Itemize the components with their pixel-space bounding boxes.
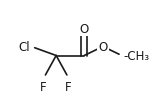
Text: O: O xyxy=(98,41,108,54)
Text: F: F xyxy=(40,81,47,94)
Text: O: O xyxy=(80,23,89,36)
Text: F: F xyxy=(65,81,72,94)
Text: Cl: Cl xyxy=(18,41,30,54)
Text: -CH₃: -CH₃ xyxy=(123,50,149,62)
